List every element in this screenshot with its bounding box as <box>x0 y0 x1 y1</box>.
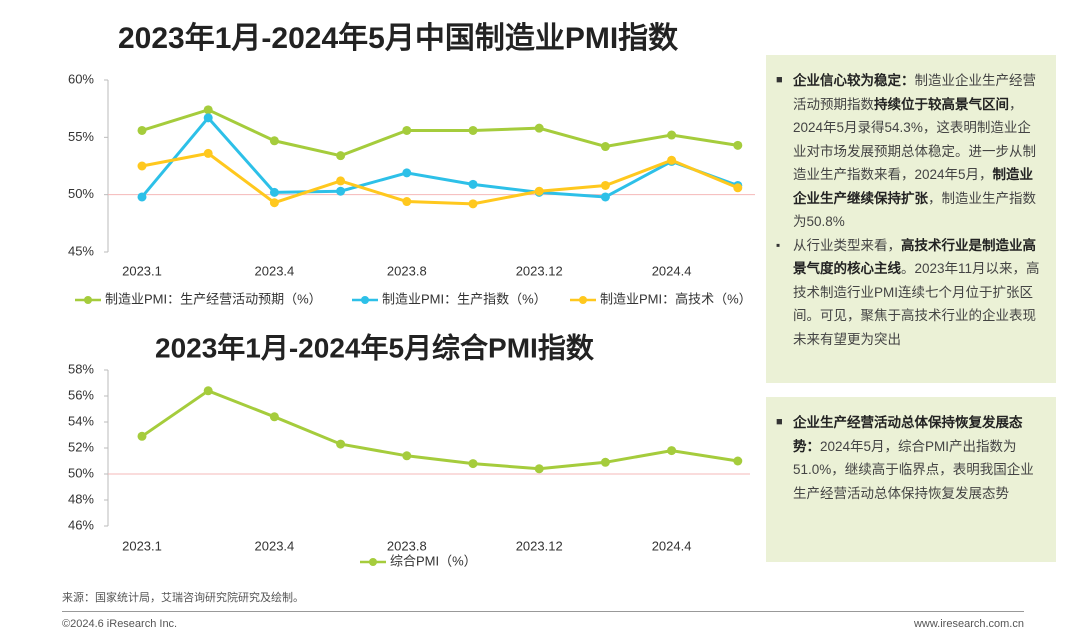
x-tick-label: 2023.8 <box>387 263 427 278</box>
legend-label: 综合PMI（%） <box>390 553 477 568</box>
y-tick-label: 55% <box>68 129 94 144</box>
data-point <box>667 130 677 140</box>
series-line <box>141 108 739 158</box>
note-paragraph: 企业生产经营活动总体保持恢复发展态势：2024年5月，综合PMI产出指数为51.… <box>776 411 1044 505</box>
legend-marker <box>84 296 92 304</box>
note-box: 企业生产经营活动总体保持恢复发展态势：2024年5月，综合PMI产出指数为51.… <box>766 397 1056 562</box>
data-point <box>269 198 279 208</box>
data-point <box>733 456 743 466</box>
x-tick-label: 2023.4 <box>255 263 295 278</box>
data-point <box>667 155 677 165</box>
legend-marker <box>369 558 377 566</box>
data-point <box>402 451 412 461</box>
data-point <box>600 180 610 190</box>
note-text: ，2024年5月录得54.3%，这表明制造业企业对市场发展预期总体稳定。进一步从… <box>793 96 1036 183</box>
note-text: 。2023年11月以来，高技术制造行业PMI连续七个月位于扩张区间。可见，聚焦于… <box>793 261 1040 347</box>
y-tick-label: 50% <box>68 186 94 201</box>
data-point <box>402 125 412 135</box>
note-text: 制造业企业生产经营活动预期指数 <box>793 73 1036 112</box>
data-point <box>137 431 147 441</box>
y-tick-label: 50% <box>68 465 94 480</box>
note-text: 从行业类型来看， <box>793 237 901 253</box>
y-tick-label: 58% <box>68 361 94 376</box>
note-paragraph: 从行业类型来看，高技术行业是制造业高景气度的核心主线。2023年11月以来，高技… <box>776 234 1044 352</box>
data-point <box>667 446 677 456</box>
legend-label: 制造业PMI：生产指数（%） <box>382 291 547 306</box>
y-tick-label: 48% <box>68 491 94 506</box>
data-point <box>203 386 213 396</box>
x-tick-label: 2023.1 <box>122 538 162 553</box>
x-tick-label: 2023.12 <box>516 263 563 278</box>
legend-marker <box>361 296 369 304</box>
note-text: 企业信心较为稳定： <box>793 73 915 88</box>
x-tick-label: 2024.4 <box>652 263 692 278</box>
data-point <box>600 192 610 202</box>
data-point <box>203 148 213 158</box>
data-point <box>402 197 412 207</box>
x-tick-label: 2023.1 <box>122 263 162 278</box>
data-point <box>336 186 346 196</box>
data-point <box>534 464 544 474</box>
legend-label: 制造业PMI：生产经营活动预期（%） <box>105 291 322 306</box>
note-text: 企业生产经营活动总体保持恢复发展态势： <box>793 415 1023 454</box>
data-point <box>468 199 478 209</box>
data-point <box>137 161 147 171</box>
series-line <box>141 389 739 471</box>
data-point <box>336 151 346 161</box>
y-tick-label: 45% <box>68 243 94 258</box>
note-text: 2024年5月，综合PMI产出指数为51.0%，继续高于临界点，表明我国企业生产… <box>793 438 1034 501</box>
y-tick-label: 52% <box>68 439 94 454</box>
data-point <box>203 113 213 123</box>
x-tick-label: 2023.4 <box>255 538 295 553</box>
data-point <box>269 136 279 146</box>
x-tick-label: 2023.8 <box>387 538 427 553</box>
data-point <box>733 140 743 150</box>
data-point <box>269 187 279 197</box>
series-line <box>140 115 739 199</box>
data-point <box>733 183 743 193</box>
charts: 2023年1月-2024年5月中国制造业PMI指数 45% 50% 55% 60% 202… <box>68 22 755 568</box>
note-paragraph: 企业信心较为稳定：制造业企业生产经营活动预期指数持续位于较高景气区间，2024年… <box>776 69 1044 234</box>
x-tick-label: 2023.12 <box>516 538 563 553</box>
data-point <box>534 186 544 196</box>
x-tick-label: 2024.4 <box>652 538 692 553</box>
data-point <box>269 412 279 422</box>
y-tick-label: 56% <box>68 387 94 402</box>
y-tick-label: 60% <box>68 71 94 86</box>
source: 来源：国家统计局，艾瑞咨询研究院研究及绘制。 <box>62 592 304 604</box>
note-text: ，制造业生产指数为50.8% <box>793 190 1036 230</box>
data-point <box>402 168 412 178</box>
data-point <box>468 125 478 135</box>
chart-title: 2023年1月-2024年5月综合PMI指数 <box>155 331 595 363</box>
data-point <box>336 439 346 449</box>
data-point <box>534 123 544 133</box>
data-point <box>468 459 478 469</box>
note-text: 持续位于较高景气区间 <box>874 96 1009 112</box>
note-box: 企业信心较为稳定：制造业企业生产经营活动预期指数持续位于较高景气区间，2024年… <box>766 55 1056 383</box>
note-text: 高技术行业是制造业高景气度的核心主线 <box>793 237 1036 277</box>
note-text: 制造业企业生产继续保持扩张 <box>793 167 1034 206</box>
data-point <box>468 179 478 189</box>
data-point <box>600 457 610 467</box>
data-point <box>600 142 610 152</box>
legend-label: 制造业PMI：高技术（%） <box>600 291 752 306</box>
data-point <box>336 176 346 186</box>
data-point <box>137 125 147 135</box>
chart-title: 2023年1月-2024年5月中国制造业PMI指数 <box>118 22 679 55</box>
data-point <box>137 192 147 202</box>
data-point <box>203 105 213 115</box>
divider <box>62 611 1024 612</box>
copyright: ©2024.6 iResearch Inc. <box>62 618 178 630</box>
y-tick-label: 46% <box>68 517 94 532</box>
series-line <box>141 151 739 206</box>
website: www.iresearch.com.cn <box>913 618 1024 630</box>
legend-marker <box>579 296 587 304</box>
y-tick-label: 54% <box>68 413 94 428</box>
